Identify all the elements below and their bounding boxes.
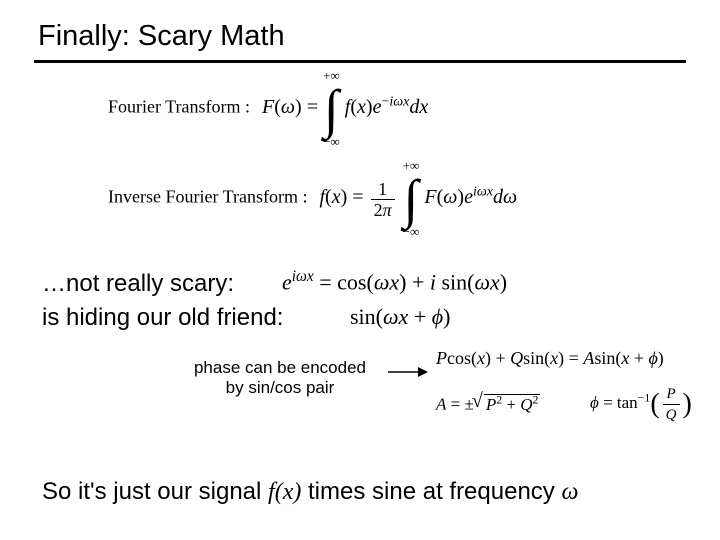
final-line: So it's just our signal f(x) times sine … [42, 478, 578, 506]
amp-rad: P2 + Q2 [484, 394, 541, 414]
inverse-lhs: f(x) = [319, 186, 363, 208]
final-mid: times sine at frequency [301, 478, 561, 505]
phi-den: Q [663, 405, 680, 425]
frac-den: 2π [371, 200, 395, 220]
title-rule [34, 60, 686, 63]
amp-lhs: A = ± [436, 395, 474, 414]
omega-icon: ω [561, 479, 578, 505]
hiding-eq: sin(ωx + ϕ) [350, 304, 450, 330]
inverse-label: Inverse Fourier Transform : [108, 187, 307, 207]
fourier-upper: +∞ [323, 68, 340, 84]
pq-identity: Pcos(x) + Qsin(x) = Asin(x + ϕ) [436, 348, 664, 369]
inverse-eq: Inverse Fourier Transform : f(x) = 1 2π … [108, 172, 517, 226]
phi-num: P [663, 384, 680, 405]
frac-num: 1 [371, 179, 395, 200]
fourier-integral: +∞ ∫ −∞ [324, 82, 339, 136]
slide-title: Finally: Scary Math [38, 20, 285, 53]
amplitude-eq: A = ± √ P2 + Q2 [436, 392, 540, 415]
inverse-upper: +∞ [403, 158, 420, 174]
fourier-eq: Fourier Transform : F(ω) = +∞ ∫ −∞ f(x)e… [108, 82, 428, 136]
inverse-frac: 1 2π [371, 179, 395, 220]
fourier-lower: −∞ [323, 134, 340, 150]
phase-eq: ϕ = tan−1( P Q ) [590, 384, 692, 425]
phase-note-l1: phase can be encoded [194, 358, 366, 377]
fourier-label: Fourier Transform : [108, 97, 250, 117]
inverse-integral: +∞ ∫ −∞ [404, 172, 419, 226]
inverse-integrand: F(ω)eiωxdω [424, 186, 517, 208]
final-fx: f(x) [268, 479, 301, 505]
euler-eq: eiωx = cos(ωx) + i sin(ωx) [282, 268, 507, 295]
hiding-text: is hiding our old friend: [42, 304, 283, 332]
inverse-lower: −∞ [403, 224, 420, 240]
not-scary-text: …not really scary: [42, 270, 234, 298]
fourier-integrand: f(x)e−iωxdx [345, 96, 428, 118]
phase-note-l2: by sin/cos pair [226, 378, 335, 397]
phase-note: phase can be encoded by sin/cos pair [180, 358, 380, 398]
fourier-lhs: F(ω) = [262, 96, 318, 118]
arrow-icon [388, 365, 428, 379]
final-prefix: So it's just our signal [42, 478, 268, 505]
phi-lhs: ϕ = tan−1 [590, 393, 650, 412]
